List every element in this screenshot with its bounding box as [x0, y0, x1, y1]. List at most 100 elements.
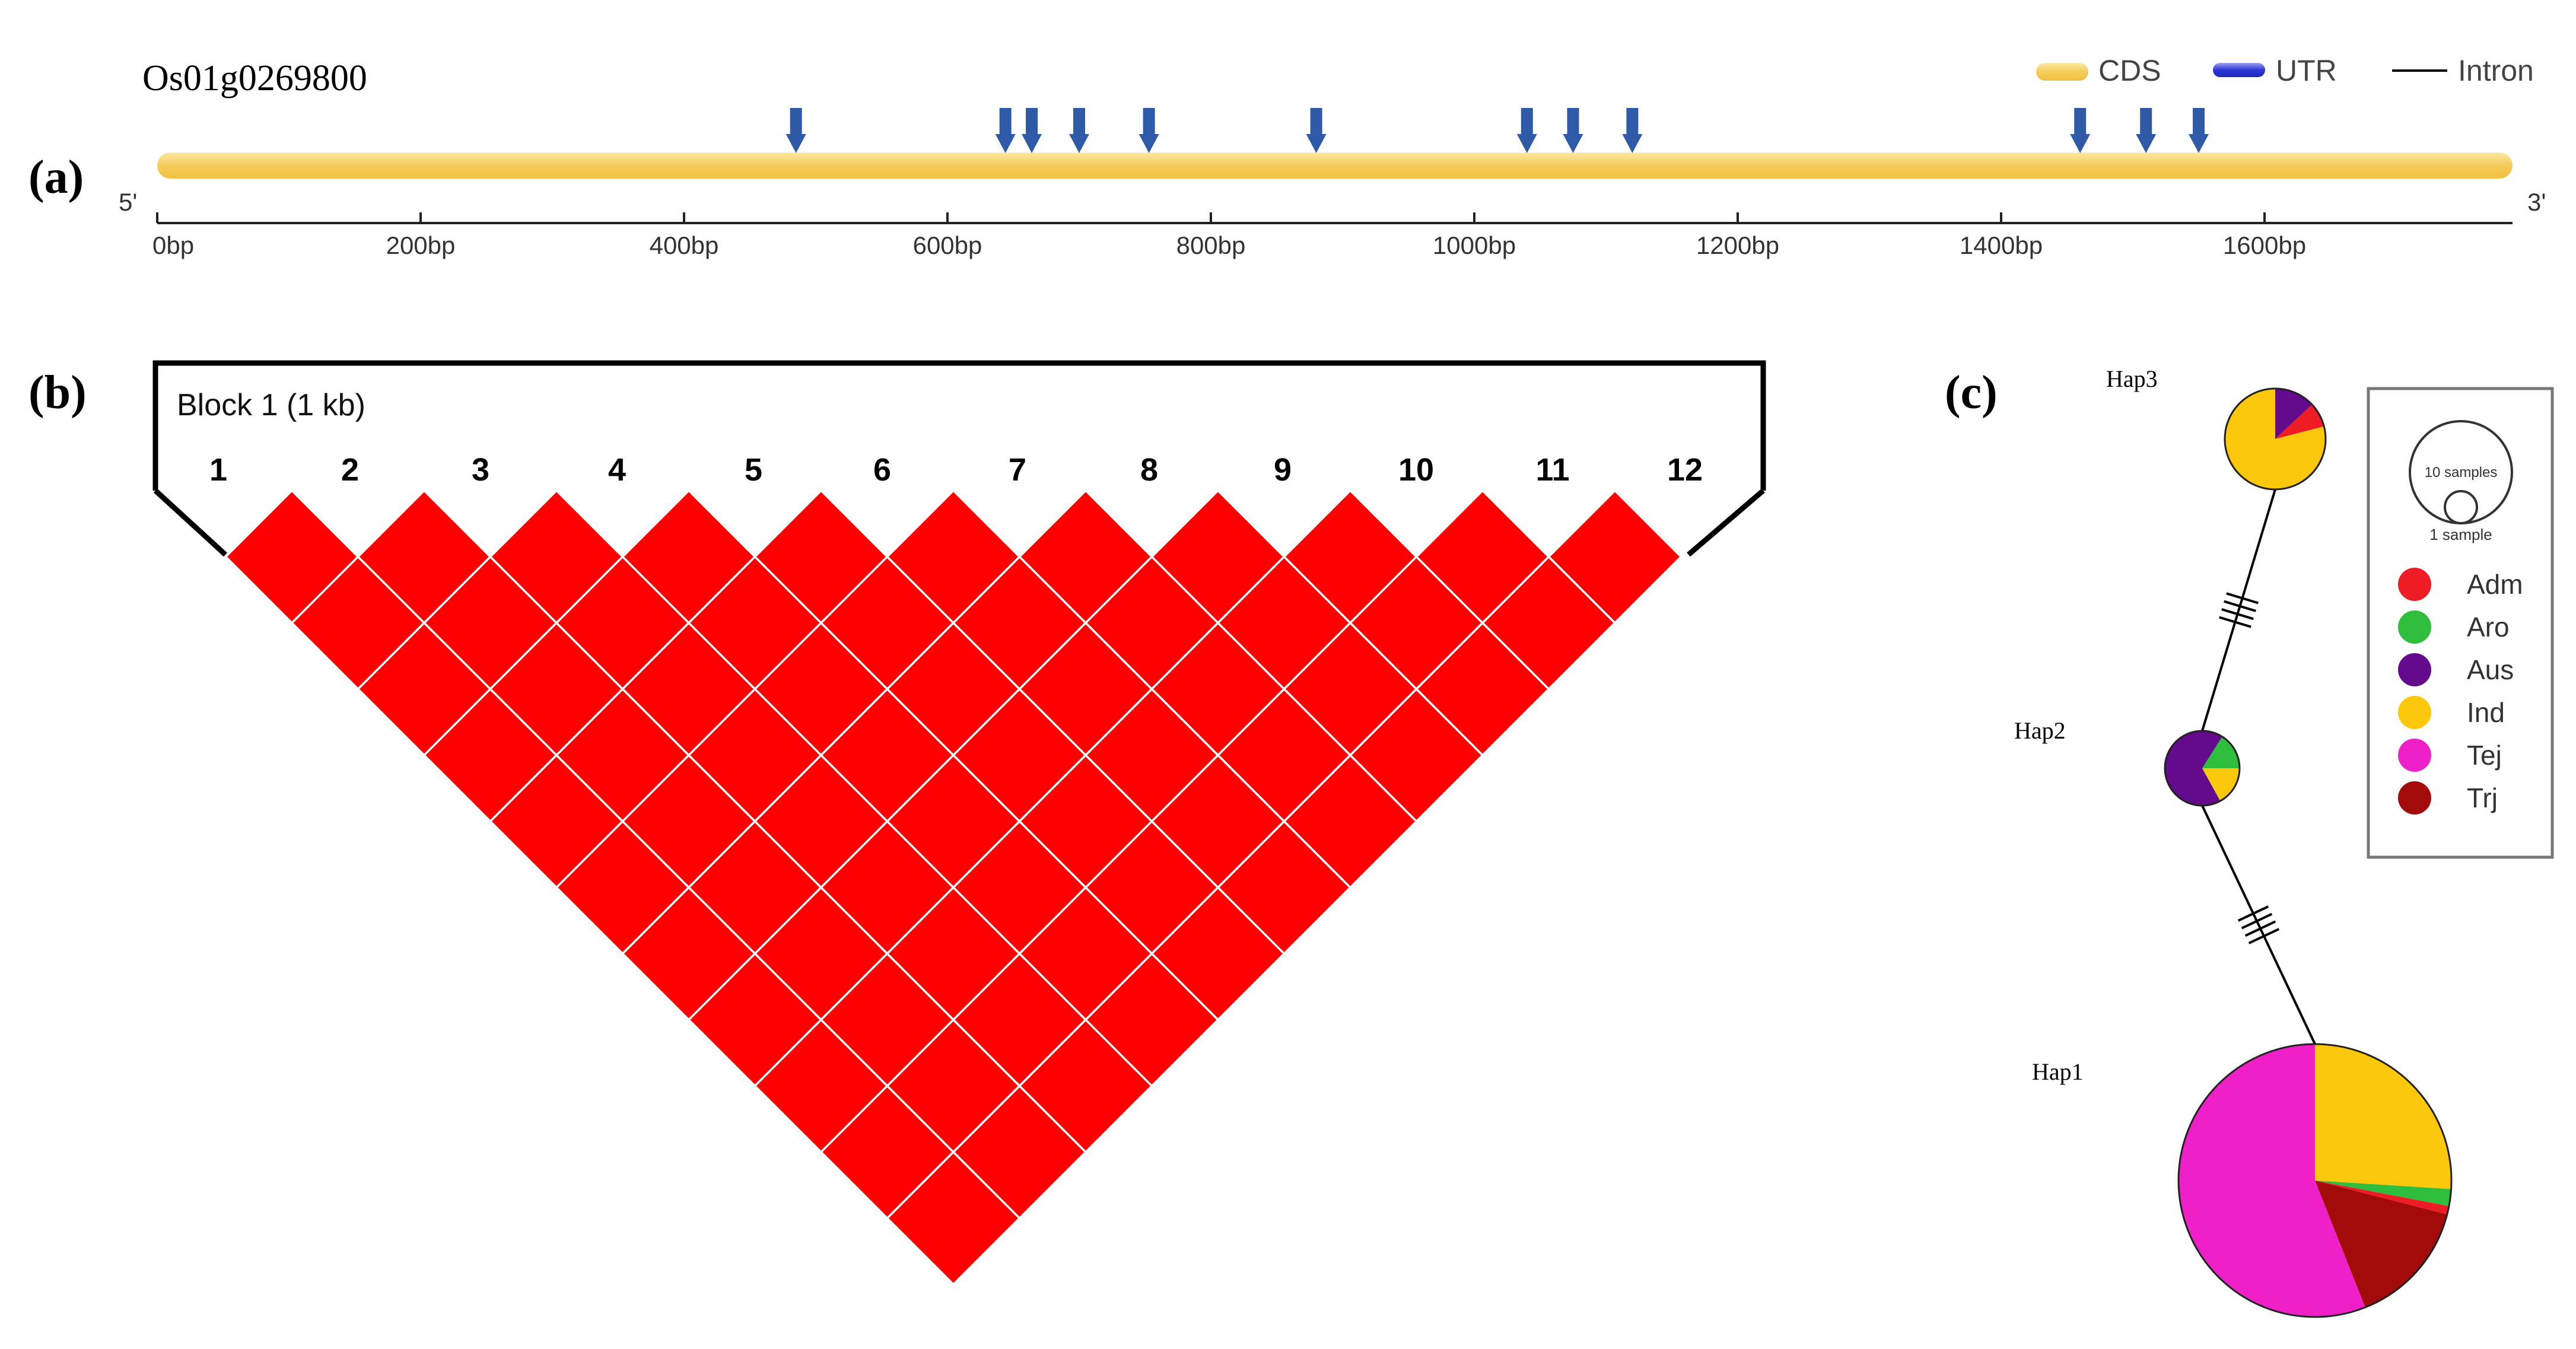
- ld-marker-labels: 1 2 3 4 5 6 7 8 9 10 11 12: [209, 452, 1703, 488]
- size-legend-small-label: 1 sample: [2429, 526, 2492, 543]
- network-links: [2201, 489, 2316, 1045]
- bp-tick-label: 800bp: [1176, 231, 1246, 259]
- haplotype-label: Hap1: [2032, 1058, 2084, 1085]
- group-legend-label: Tej: [2467, 740, 2502, 771]
- snp-arrow: [1138, 108, 1159, 153]
- pie-slice: [2179, 1044, 2365, 1317]
- pie-slice: [2275, 404, 2324, 439]
- mutation-tick: [2224, 600, 2256, 612]
- haplotype-network-panel: (c) Hap3 Hap2 Hap1 10 samples 1 sample Adm…: [1945, 365, 2554, 1318]
- bp-tick-label: 1000bp: [1433, 231, 1516, 259]
- cds-legend-label: CDS: [2098, 54, 2161, 87]
- ld-marker-label: 10: [1398, 452, 1434, 488]
- network-nodes: Hap3 Hap2 Hap1: [2014, 365, 2453, 1318]
- gene-id-label: Os01g0269800: [142, 58, 367, 98]
- cds-bar: [157, 152, 2513, 179]
- group-legend-swatch: [2398, 696, 2431, 729]
- group-legend-label: Trj: [2467, 782, 2498, 813]
- snp-arrow: [2136, 108, 2157, 153]
- snp-arrow: [1306, 108, 1327, 153]
- bp-tick-label: 600bp: [913, 231, 982, 259]
- ld-marker-label: 6: [873, 452, 891, 488]
- pie-slice: [2164, 731, 2222, 806]
- mutation-tick: [2244, 920, 2276, 937]
- group-legend-label: Aus: [2467, 654, 2514, 685]
- snp-arrow: [1022, 108, 1042, 153]
- utr-legend-swatch: [2213, 63, 2265, 77]
- pie-slice: [2315, 1181, 2449, 1215]
- group-legend-items: Adm Aro Aus Ind Tej Trj: [2398, 568, 2523, 815]
- pie-slice: [2315, 1181, 2447, 1307]
- ld-marker-label: 11: [1535, 452, 1569, 488]
- snp-arrow: [995, 108, 1016, 153]
- ld-marker-label: 12: [1667, 452, 1703, 488]
- network-link: [2201, 805, 2316, 1045]
- pie-slice: [2315, 1181, 2451, 1207]
- group-legend: 10 samples 1 sample Adm Aro Aus Ind Tej Trj: [2367, 387, 2554, 859]
- utr-legend-label: UTR: [2276, 54, 2337, 87]
- snp-arrow: [2070, 108, 2091, 153]
- gene-legend: CDS UTR Intron: [2036, 54, 2534, 87]
- ld-marker-label: 1: [209, 452, 227, 488]
- group-legend-swatch: [2398, 739, 2431, 772]
- ld-marker-label: 9: [1274, 452, 1292, 488]
- bp-tick-label: 1400bp: [1960, 231, 2043, 259]
- snp-arrows: [785, 108, 2209, 153]
- panel-c-label: (c): [1945, 367, 1998, 419]
- ld-cell: [1547, 489, 1683, 625]
- legend-box: [2367, 387, 2554, 859]
- gene-structure-panel: (a) Os01g0269800 CDS UTR Intron 5' 3' 0b…: [28, 54, 2546, 259]
- snp-arrow: [785, 108, 806, 153]
- mutation-tick: [2237, 905, 2269, 922]
- cds-legend-swatch: [2036, 63, 2088, 81]
- mutation-tick: [2226, 592, 2259, 604]
- haplotype-label: Hap3: [2106, 365, 2158, 392]
- ld-block-panel: (b) Block 1 (1 kb) 1 2 3 4 5 6 7 8 9 10 11 12: [28, 360, 1766, 1286]
- intron-legend-label: Intron: [2458, 54, 2534, 87]
- block-left-edge: [153, 488, 228, 557]
- ld-matrix: [224, 489, 1683, 1286]
- pie-slice: [2315, 1044, 2452, 1189]
- pie-slice: [2225, 389, 2326, 490]
- group-legend-label: Ind: [2467, 697, 2505, 728]
- bp-tick-label: 400bp: [650, 231, 719, 259]
- snp-arrow: [1069, 108, 1089, 153]
- ld-marker-label: 5: [745, 452, 762, 488]
- bp-axis-ticks: 0bp 200bp 400bp 600bp 800bp 1000bp 1200bp 1400b…: [152, 212, 2306, 259]
- mutation-tick: [2241, 912, 2273, 930]
- bp-tick-label: 1600bp: [2223, 231, 2306, 259]
- bp-tick-label: 200bp: [386, 231, 456, 259]
- snp-arrow: [1516, 108, 1537, 153]
- snp-arrow: [1563, 108, 1583, 153]
- panel-b-label: (b): [28, 367, 87, 419]
- bp-tick-label: 1200bp: [1696, 231, 1779, 259]
- mutation-tick: [2221, 608, 2254, 621]
- ld-marker-label: 3: [472, 452, 489, 488]
- haplotype-node: Hap2: [2014, 717, 2241, 807]
- haplotype-label: Hap2: [2014, 717, 2066, 744]
- three-prime-end-label: 3': [2527, 188, 2546, 216]
- bp-tick-label: 0bp: [152, 231, 194, 259]
- group-legend-swatch: [2398, 568, 2431, 601]
- haplotype-node-outline: [2164, 730, 2241, 807]
- group-legend-label: Adm: [2467, 569, 2523, 600]
- size-legend-big-label: 10 samples: [2425, 464, 2498, 481]
- haplotype-node: Hap1: [2032, 1043, 2453, 1318]
- panel-a-label: (a): [28, 151, 84, 203]
- five-prime-end-label: 5': [119, 188, 137, 216]
- group-legend-label: Aro: [2467, 612, 2510, 642]
- haplotype-node-outline: [2177, 1043, 2453, 1318]
- group-legend-swatch: [2398, 610, 2431, 644]
- ld-marker-label: 8: [1140, 452, 1158, 488]
- snp-arrow: [1622, 108, 1643, 153]
- mutation-tick: [2219, 616, 2251, 628]
- size-legend-small-circle: [2444, 490, 2478, 524]
- ld-marker-label: 7: [1009, 452, 1026, 488]
- ld-marker-label: 4: [608, 452, 626, 488]
- ld-marker-label: 2: [341, 452, 359, 488]
- group-legend-swatch: [2398, 781, 2431, 815]
- snp-arrow: [2189, 108, 2209, 153]
- network-link: [2201, 489, 2276, 731]
- pie-slice: [2275, 389, 2312, 439]
